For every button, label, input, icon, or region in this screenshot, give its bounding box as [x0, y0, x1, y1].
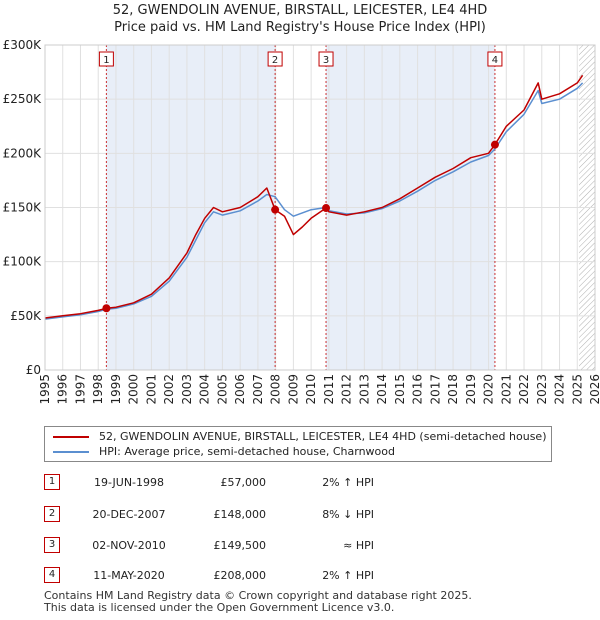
x-tick-label: 1999 — [109, 374, 123, 405]
sale-number-box — [267, 51, 283, 67]
x-tick-label: 2020 — [482, 374, 496, 405]
x-tick-label: 2011 — [322, 374, 336, 405]
x-tick-label: 2025 — [570, 374, 584, 405]
plot-border — [44, 44, 596, 371]
legend: 52, GWENDOLIN AVENUE, BIRSTALL, LEICESTE… — [44, 426, 552, 462]
x-tick-label: 2008 — [269, 374, 283, 405]
x-tick-label: 2004 — [198, 374, 212, 405]
legend-swatch-hpi — [53, 451, 89, 453]
x-tick-label: 1995 — [38, 374, 52, 405]
title-line-1: 52, GWENDOLIN AVENUE, BIRSTALL, LEICESTE… — [112, 3, 488, 18]
sale-point — [102, 304, 111, 313]
sale-number-box — [487, 51, 503, 67]
x-tick-label: 2014 — [375, 374, 389, 405]
transaction-hpi: 8% ↓ HPI — [322, 508, 374, 521]
sale-point — [490, 140, 499, 149]
legend-swatch-property — [53, 436, 89, 438]
legend-label-property: 52, GWENDOLIN AVENUE, BIRSTALL, LEICESTE… — [99, 430, 547, 443]
footer: Contains HM Land Registry data © Crown c… — [44, 590, 472, 614]
x-tick-label: 2001 — [144, 374, 158, 405]
x-tick-label: 1998 — [91, 374, 105, 405]
y-tick-label: £0 — [26, 363, 41, 377]
x-tick-label: 2026 — [588, 374, 600, 405]
y-tick-label: £50K — [10, 309, 42, 323]
transaction-hpi: 2% ↑ HPI — [322, 569, 374, 582]
x-tick-label: 1996 — [56, 374, 70, 405]
transaction-badge: 2 — [44, 506, 60, 522]
y-tick-label: £150K — [3, 201, 43, 215]
transaction-hpi: 2% ↑ HPI — [322, 476, 374, 489]
y-tick-label: £100K — [3, 255, 43, 269]
transaction-price: £208,000 — [213, 569, 267, 582]
title-line-2: Price paid vs. HM Land Registry's House … — [114, 20, 486, 35]
sale-number-box — [318, 51, 334, 67]
x-tick-label: 2012 — [340, 374, 354, 405]
transaction-price: £149,500 — [213, 539, 267, 552]
x-tick-label: 1997 — [73, 374, 87, 405]
x-tick-label: 2007 — [251, 374, 265, 405]
table-row: 4 11-MAY-2020 £208,000 2% ↑ HPI — [44, 567, 444, 585]
x-tick-label: 2022 — [517, 374, 531, 405]
y-tick-label: £200K — [3, 146, 43, 160]
transaction-hpi: ≈ HPI — [343, 539, 374, 552]
x-tick-label: 2009 — [286, 374, 300, 405]
sale-number-label: 2 — [272, 55, 278, 66]
table-row: 2 20-DEC-2007 £148,000 8% ↓ HPI — [44, 506, 444, 524]
legend-label-hpi: HPI: Average price, semi-detached house,… — [99, 445, 395, 458]
y-tick-label: £300K — [3, 38, 43, 52]
x-tick-label: 2015 — [393, 374, 407, 405]
table-row: 3 02-NOV-2010 £149,500 ≈ HPI — [44, 537, 444, 555]
x-tick-label: 2021 — [499, 374, 513, 405]
x-tick-label: 2003 — [180, 374, 194, 405]
x-tick-label: 2010 — [304, 374, 318, 405]
transaction-badge: 4 — [44, 567, 60, 583]
property-line — [44, 74, 584, 319]
sale-number-box — [98, 51, 114, 67]
transaction-date: 02-NOV-2010 — [92, 539, 166, 552]
x-tick-label: 2018 — [446, 374, 460, 405]
transaction-badge: 1 — [44, 474, 60, 490]
sale-number-label: 1 — [103, 55, 109, 66]
x-tick-label: 2002 — [162, 374, 176, 405]
x-tick-label: 2013 — [357, 374, 371, 405]
transaction-date: 19-JUN-1998 — [93, 476, 165, 489]
transaction-badge: 3 — [44, 537, 60, 553]
x-tick-label: 2017 — [428, 374, 442, 405]
table-row: 1 19-JUN-1998 £57,000 2% ↑ HPI — [44, 474, 444, 492]
chart-title: 52, GWENDOLIN AVENUE, BIRSTALL, LEICESTE… — [0, 0, 600, 36]
x-tick-label: 2005 — [215, 374, 229, 405]
x-tick-label: 2019 — [464, 374, 478, 405]
y-tick-label: £250K — [3, 92, 43, 106]
x-tick-label: 2023 — [535, 374, 549, 405]
sale-point — [271, 205, 280, 214]
sale-number-label: 3 — [323, 55, 329, 66]
x-tick-label: 2024 — [553, 374, 567, 405]
hpi-line — [44, 82, 584, 320]
sale-number-label: 4 — [492, 55, 498, 66]
sale-point — [322, 204, 331, 213]
x-tick-label: 2016 — [411, 374, 425, 405]
transaction-date: 20-DEC-2007 — [92, 508, 166, 521]
x-tick-label: 2000 — [127, 374, 141, 405]
transaction-date: 11-MAY-2020 — [93, 569, 165, 582]
footer-line-2: This data is licensed under the Open Gov… — [44, 601, 395, 614]
transaction-price: £57,000 — [220, 476, 267, 489]
transaction-price: £148,000 — [213, 508, 267, 521]
footer-line-1: Contains HM Land Registry data © Crown c… — [44, 589, 472, 602]
x-tick-label: 2006 — [233, 374, 247, 405]
